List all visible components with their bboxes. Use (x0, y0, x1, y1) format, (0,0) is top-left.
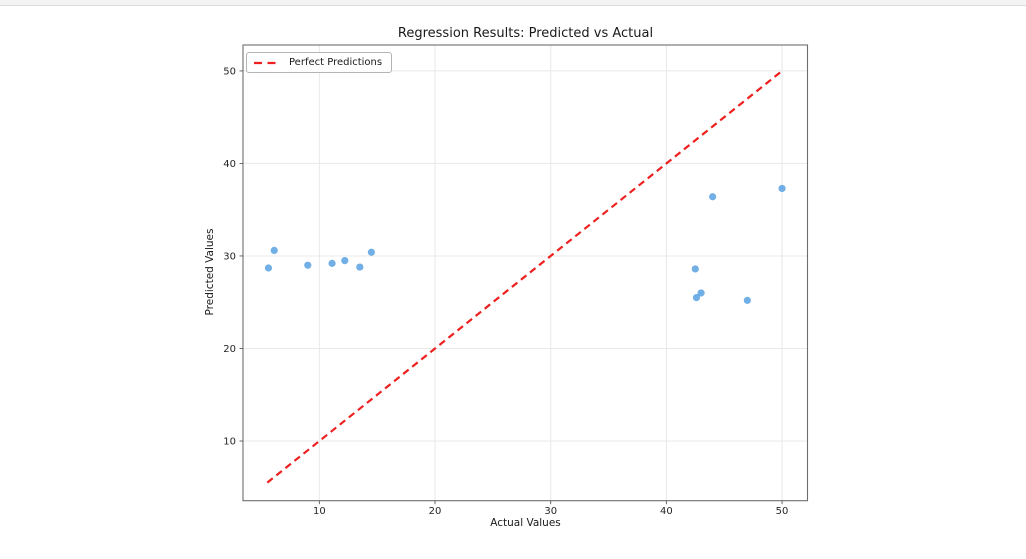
scatter-point (691, 265, 699, 273)
scatter-point (367, 248, 376, 256)
x-tick-label: 40 (660, 506, 673, 517)
y-axis-label: Predicted Values (204, 228, 216, 316)
dashed-line-icon (254, 61, 281, 64)
scatter-point (697, 289, 705, 297)
figure-canvas: 10 20 30 40 50 10 20 30 40 50 Regression Results:… (0, 6, 1026, 559)
x-tick-label: 50 (776, 506, 789, 517)
y-tick-label: 40 (223, 159, 236, 170)
y-tick-label: 50 (223, 66, 236, 77)
x-axis-label: Actual Values (490, 517, 561, 529)
x-tick-label: 30 (544, 506, 557, 517)
scatter-point (264, 264, 273, 272)
scatter-point (743, 296, 751, 304)
y-tick-label: 30 (223, 251, 236, 262)
y-tick-label: 10 (223, 436, 236, 447)
scatter-point (778, 184, 786, 193)
top-bar (0, 0, 1026, 6)
scatter-point (304, 261, 312, 269)
scatter-point (356, 263, 364, 271)
scatter-point (692, 294, 701, 302)
perfect-predictions-line (266, 70, 783, 484)
x-tick-label: 10 (313, 506, 326, 517)
scatter-point (709, 193, 717, 201)
x-tick-label: 20 (429, 506, 442, 517)
y-tick-label: 20 (223, 344, 236, 355)
axes-border (242, 44, 809, 502)
legend: Perfect Predictions (246, 52, 393, 73)
chart-title: Regression Results: Predicted vs Actual (397, 26, 654, 41)
scatter-point (270, 246, 278, 255)
scatter-point (328, 259, 336, 267)
scatter-point (341, 256, 349, 265)
legend-label: Perfect Predictions (289, 57, 383, 68)
